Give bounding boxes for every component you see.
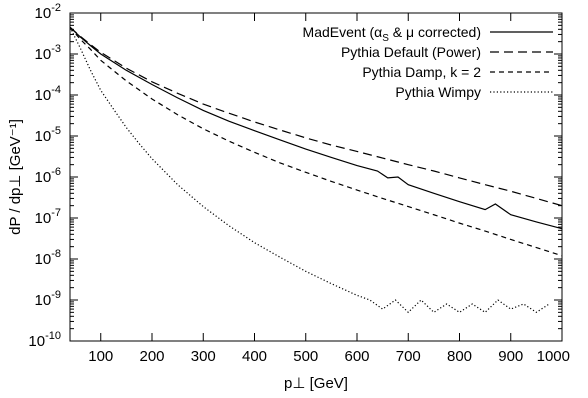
y-axis-label: dP / dp⊥ [GeV⁻¹] [7,119,24,235]
y-tick-exponent: -7 [51,207,61,219]
y-tick-exponent: -2 [51,2,61,14]
series-line-2 [69,26,563,207]
ticks [70,12,563,342]
x-tick-label: 900 [498,348,523,365]
x-tick-label: 300 [191,348,216,365]
y-tick-label: 10-9 [35,289,61,309]
y-tick-label: 10-4 [35,84,61,104]
y-tick-label: 10-6 [35,166,61,186]
y-tick-label: 10-2 [35,2,61,22]
series-line-3 [69,26,563,257]
y-tick-label: 10-7 [35,207,61,227]
y-tick-label: 10-5 [35,125,61,145]
x-tick-label: 400 [242,348,267,365]
y-tick-labels: 10-10 10-9 10-8 10-7 10-6 10-5 10-4 10-3 10-2 [28,2,61,350]
legend-label-4: Pythia Wimpy [395,84,481,100]
y-tick-exponent: -4 [51,84,61,96]
x-axis-label: p⊥ [GeV] [284,375,348,392]
series-line-1 [69,26,563,230]
series-group [69,26,563,314]
y-tick-label: 10-8 [35,248,61,268]
legend-label-2: Pythia Default (Power) [341,44,481,60]
x-tick-label: 600 [344,348,369,365]
y-tick-exponent: -3 [51,43,61,55]
y-tick-label: 10-3 [35,43,61,63]
y-tick-exponent: -5 [51,125,61,137]
x-tick-label: 200 [139,348,164,365]
legend-label-3: Pythia Damp, k = 2 [362,64,481,80]
plot-frame [69,12,563,342]
y-tick-exponent: -10 [45,330,61,342]
x-tick-label: 700 [396,348,421,365]
y-tick-exponent: -9 [51,289,61,301]
x-tick-labels: 100 200 300 400 500 600 700 800 900 1000 [88,348,570,365]
y-tick-exponent: -8 [51,248,61,260]
x-tick-label: 1000 [537,348,570,365]
y-tick-label: 10-10 [28,330,61,350]
y-tick-exponent: -6 [51,166,61,178]
x-tick-label: 500 [293,348,318,365]
legend-label-1: MadEvent (αS & μ corrected) [303,24,481,44]
x-tick-label: 100 [88,348,113,365]
legend: MadEvent (αS & μ corrected)Pythia Defaul… [303,24,553,100]
x-tick-label: 800 [447,348,472,365]
